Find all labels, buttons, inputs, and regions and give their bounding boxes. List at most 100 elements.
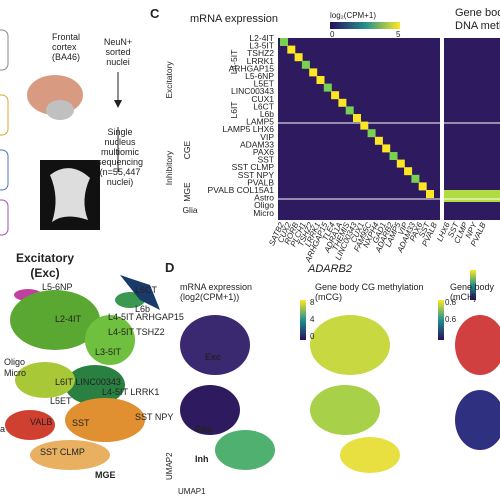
heatmap-highlight xyxy=(338,98,347,107)
sorting-label: NeuN+ xyxy=(104,37,132,47)
cluster-label: Oligo xyxy=(4,357,25,367)
row-label: LAMP5 xyxy=(246,117,274,127)
heatmap-highlight xyxy=(360,121,369,130)
umap-title: (Exc) xyxy=(30,266,59,280)
heatmap-highlight xyxy=(316,76,325,84)
umap-b xyxy=(5,275,160,470)
heatmap-highlight xyxy=(374,136,383,145)
cluster-label: MGE xyxy=(95,470,116,480)
heatmap-highlight xyxy=(404,167,413,176)
group-label: CGE xyxy=(182,140,192,159)
heatmap-highlight xyxy=(353,114,361,122)
row-label: SST xyxy=(257,155,274,165)
umap-d xyxy=(180,270,500,473)
cluster-label: L6IT LINC00343 xyxy=(55,377,121,387)
row-label: PVALB xyxy=(247,177,274,187)
panel-a-art xyxy=(0,29,122,236)
group-label: MGE xyxy=(182,182,192,202)
cluster-label: L2-4IT xyxy=(55,314,82,324)
group-label: Excitatory xyxy=(164,61,174,99)
colorbar-label: log₂(CPM+1) xyxy=(330,11,376,20)
colorbar-tick: 4 xyxy=(310,315,315,324)
group-label: L4-5IT xyxy=(229,50,239,75)
sequencing-label: nucleus xyxy=(104,137,136,147)
colorbar xyxy=(330,22,400,29)
methylation-title: Gene body xyxy=(455,7,500,19)
cluster-label: L4-5IT LRRK1 xyxy=(102,387,159,397)
methylation-title: DNA methylation xyxy=(455,20,500,32)
plot-title: (mCH) xyxy=(450,292,477,302)
colorbar-tick: 8 xyxy=(310,298,315,307)
axis-label: UMAP2 xyxy=(165,452,174,480)
plot-title: mRNA expression xyxy=(180,282,252,292)
plot-title: (mCG) xyxy=(315,292,342,302)
sequencing-label: multiomic xyxy=(101,147,140,157)
colorbar-tick: 0 xyxy=(310,332,315,341)
colorbar-tick: 5 xyxy=(396,30,401,39)
heatmap-highlight xyxy=(382,144,391,153)
heatmap-highlight xyxy=(331,91,340,100)
panel-letter: C xyxy=(150,6,160,21)
cluster-label: L5-6NP xyxy=(42,282,73,292)
row-label: L6b xyxy=(260,109,274,119)
cluster-label: L3-5IT xyxy=(95,347,122,357)
sequencing-label: sequencing xyxy=(97,157,143,167)
group-label: Inhibitory xyxy=(164,150,174,185)
cluster-label: L5ET xyxy=(50,396,72,406)
heatmap-highlight xyxy=(345,106,354,115)
heatmap-highlight xyxy=(367,129,376,138)
heatmap-highlight xyxy=(418,182,427,191)
row-label: Oligo xyxy=(254,200,274,210)
row-label: CUX1 xyxy=(251,94,274,104)
row-label: Astro xyxy=(254,193,274,203)
region-label: Glia xyxy=(195,424,213,434)
cluster-label: a xyxy=(0,424,5,434)
sequencing-label: (n=55,447 xyxy=(100,167,141,177)
heatmap xyxy=(278,38,500,220)
cluster-label: L6CT xyxy=(135,285,158,295)
row-label: PAX6 xyxy=(253,147,274,157)
cluster-label: VALB xyxy=(30,417,52,427)
cluster-label: SST NPY xyxy=(135,412,173,422)
cluster-label: L4-5IT ARHGAP15 xyxy=(108,312,184,322)
heatmap-highlight xyxy=(294,53,303,62)
heatmap-highlight xyxy=(426,190,434,198)
heatmap-highlight xyxy=(309,68,318,77)
row-label: L5ET xyxy=(254,79,274,89)
cluster-label: SST CLMP xyxy=(40,447,85,457)
heatmap-highlight xyxy=(323,83,332,92)
axis-label: UMAP1 xyxy=(178,487,206,496)
heatmap-highlight xyxy=(396,159,405,168)
row-label: L3-5IT xyxy=(249,41,274,51)
row-label: ARHGAP15 xyxy=(229,63,275,73)
region-label: Inh xyxy=(195,454,209,464)
cluster-label: Micro xyxy=(4,368,26,378)
colorbar-tick: 0 xyxy=(330,30,335,39)
plot-title: (log2(CPM+1)) xyxy=(180,292,239,302)
colorbar-tick: 0.6 xyxy=(445,315,457,324)
row-label: L6CT xyxy=(253,101,274,111)
row-label: ADAM33 xyxy=(240,139,274,149)
heatmap-title: mRNA expression xyxy=(190,13,278,25)
row-label: LAMP5 LHX6 xyxy=(223,124,275,134)
plot-title: Gene body CG methylation xyxy=(315,282,424,292)
sorting-label: nuclei xyxy=(106,57,130,67)
colorbar-tick: 0.8 xyxy=(445,298,457,307)
row-label: L5-6NP xyxy=(245,71,274,81)
cluster-label: L4-5IT TSHZ2 xyxy=(108,327,165,337)
region-label: Frontal xyxy=(52,32,80,42)
heatmap-highlight xyxy=(389,152,398,160)
heatmap-highlight xyxy=(287,45,296,54)
sequencing-label: nuclei) xyxy=(107,177,134,187)
region-label: (BA46) xyxy=(52,52,80,62)
sequencing-label: Single xyxy=(107,127,132,137)
heatmap-highlight xyxy=(301,60,310,69)
row-label: VIP xyxy=(260,132,274,142)
group-label: Glia xyxy=(182,205,197,215)
heatmap-highlight xyxy=(411,174,420,183)
row-label: Micro xyxy=(253,208,274,218)
sorting-label: sorted xyxy=(105,47,130,57)
row-label: PVALB COL15A1 xyxy=(208,185,275,195)
cluster-label: SST xyxy=(72,418,90,428)
